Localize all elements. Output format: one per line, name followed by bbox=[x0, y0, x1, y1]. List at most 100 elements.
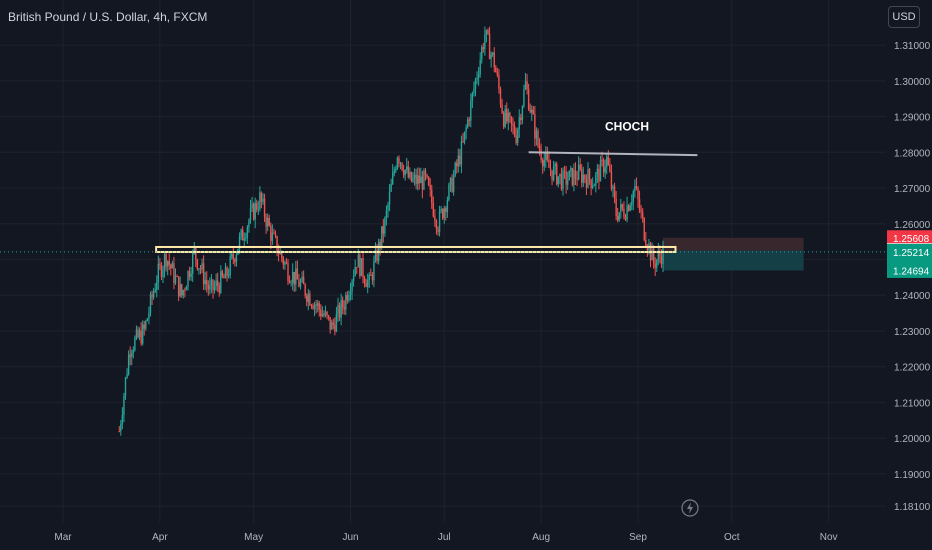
candle-body bbox=[362, 258, 363, 278]
candle-body bbox=[137, 329, 138, 337]
candle-body bbox=[179, 284, 180, 296]
candle-body bbox=[512, 124, 513, 126]
candle-body bbox=[598, 169, 599, 181]
candle-body bbox=[353, 276, 354, 281]
price-tick-label: 1.18100 bbox=[894, 502, 931, 513]
candle-body bbox=[153, 292, 154, 298]
candle-body bbox=[226, 268, 227, 276]
candle-body bbox=[161, 265, 162, 277]
candle-body bbox=[642, 212, 643, 218]
candle-body bbox=[656, 260, 657, 268]
candle-body bbox=[573, 170, 574, 185]
candle-body bbox=[579, 165, 580, 170]
candle-body bbox=[578, 165, 579, 180]
candle-body bbox=[123, 395, 124, 415]
candle-body bbox=[215, 281, 216, 287]
candle-body bbox=[254, 203, 255, 220]
candle-body bbox=[500, 89, 501, 105]
candle-body bbox=[204, 280, 205, 284]
candle-body bbox=[523, 89, 524, 106]
candle-body bbox=[340, 300, 341, 318]
candle-body bbox=[336, 314, 337, 332]
candle-body bbox=[367, 280, 368, 287]
candle-body bbox=[183, 290, 184, 295]
candle-body bbox=[490, 54, 491, 59]
candle-body bbox=[151, 294, 152, 297]
candle-body bbox=[176, 276, 177, 277]
candle-body bbox=[337, 305, 338, 314]
candle-body bbox=[415, 175, 416, 184]
candle-body bbox=[608, 157, 609, 165]
candle-body bbox=[653, 248, 654, 263]
candle-body bbox=[484, 35, 485, 49]
price-tick-label: 1.30000 bbox=[894, 77, 931, 88]
candle-body bbox=[423, 171, 424, 190]
candle-body bbox=[231, 254, 232, 256]
candle-body bbox=[220, 271, 221, 293]
candle-body bbox=[222, 271, 223, 276]
candle-body bbox=[567, 180, 568, 184]
candle-body bbox=[309, 294, 310, 306]
candle-body bbox=[126, 374, 127, 377]
candle-body bbox=[503, 113, 504, 127]
candle-body bbox=[561, 174, 562, 189]
candle-body bbox=[253, 204, 254, 219]
candle-body bbox=[344, 307, 345, 309]
candle-body bbox=[581, 169, 582, 182]
candle-body bbox=[208, 285, 209, 290]
candle-body bbox=[654, 264, 655, 268]
candle-body bbox=[544, 160, 545, 166]
candle-body bbox=[133, 350, 134, 353]
candle-body bbox=[212, 280, 213, 290]
candle-body bbox=[129, 355, 130, 357]
candle-body bbox=[142, 325, 143, 344]
candle-body bbox=[312, 306, 313, 309]
candle-body bbox=[601, 160, 602, 161]
candle-body bbox=[206, 280, 207, 285]
candle-body bbox=[356, 267, 357, 268]
candle-body bbox=[445, 208, 446, 212]
candle-body bbox=[286, 262, 287, 263]
time-tick-label: Jul bbox=[438, 532, 451, 543]
candle-body bbox=[622, 204, 623, 209]
take-profit-zone[interactable] bbox=[663, 251, 804, 271]
candle-body bbox=[454, 163, 455, 176]
candle-body bbox=[145, 321, 146, 329]
candle-body bbox=[550, 168, 551, 170]
candle-body bbox=[611, 171, 612, 188]
candle-body bbox=[631, 202, 632, 206]
stop-loss-zone[interactable] bbox=[663, 238, 804, 251]
currency-button[interactable]: USD bbox=[888, 6, 920, 28]
price-tick-label: 1.20000 bbox=[894, 434, 931, 445]
candle-body bbox=[164, 254, 165, 269]
candle-body bbox=[528, 89, 529, 109]
candle-body bbox=[412, 178, 413, 181]
candle-body bbox=[223, 276, 224, 278]
candle-body bbox=[245, 237, 246, 238]
candle-body bbox=[637, 188, 638, 199]
candle-body bbox=[617, 216, 618, 220]
candle-body bbox=[162, 269, 163, 277]
candle-body bbox=[290, 283, 291, 284]
candle-body bbox=[534, 114, 535, 138]
price-tick-label: 1.31000 bbox=[894, 41, 931, 52]
price-tick-label: 1.27000 bbox=[894, 184, 931, 195]
candle-body bbox=[398, 158, 399, 163]
candle-body bbox=[536, 131, 537, 139]
candle-body bbox=[639, 199, 640, 210]
candle-body bbox=[154, 290, 155, 292]
candle-body bbox=[283, 258, 284, 265]
candle-body bbox=[623, 209, 624, 217]
candle-body bbox=[508, 113, 509, 122]
candle-body bbox=[148, 313, 149, 319]
candle-body bbox=[539, 146, 540, 150]
candle-body bbox=[548, 160, 549, 168]
candle-body bbox=[315, 305, 316, 306]
candle-body bbox=[476, 78, 477, 80]
candle-body bbox=[584, 175, 585, 180]
candle-body bbox=[167, 261, 168, 266]
candle-body bbox=[473, 89, 474, 93]
price-tick-label: 1.29000 bbox=[894, 113, 931, 124]
candle-body bbox=[400, 163, 401, 164]
